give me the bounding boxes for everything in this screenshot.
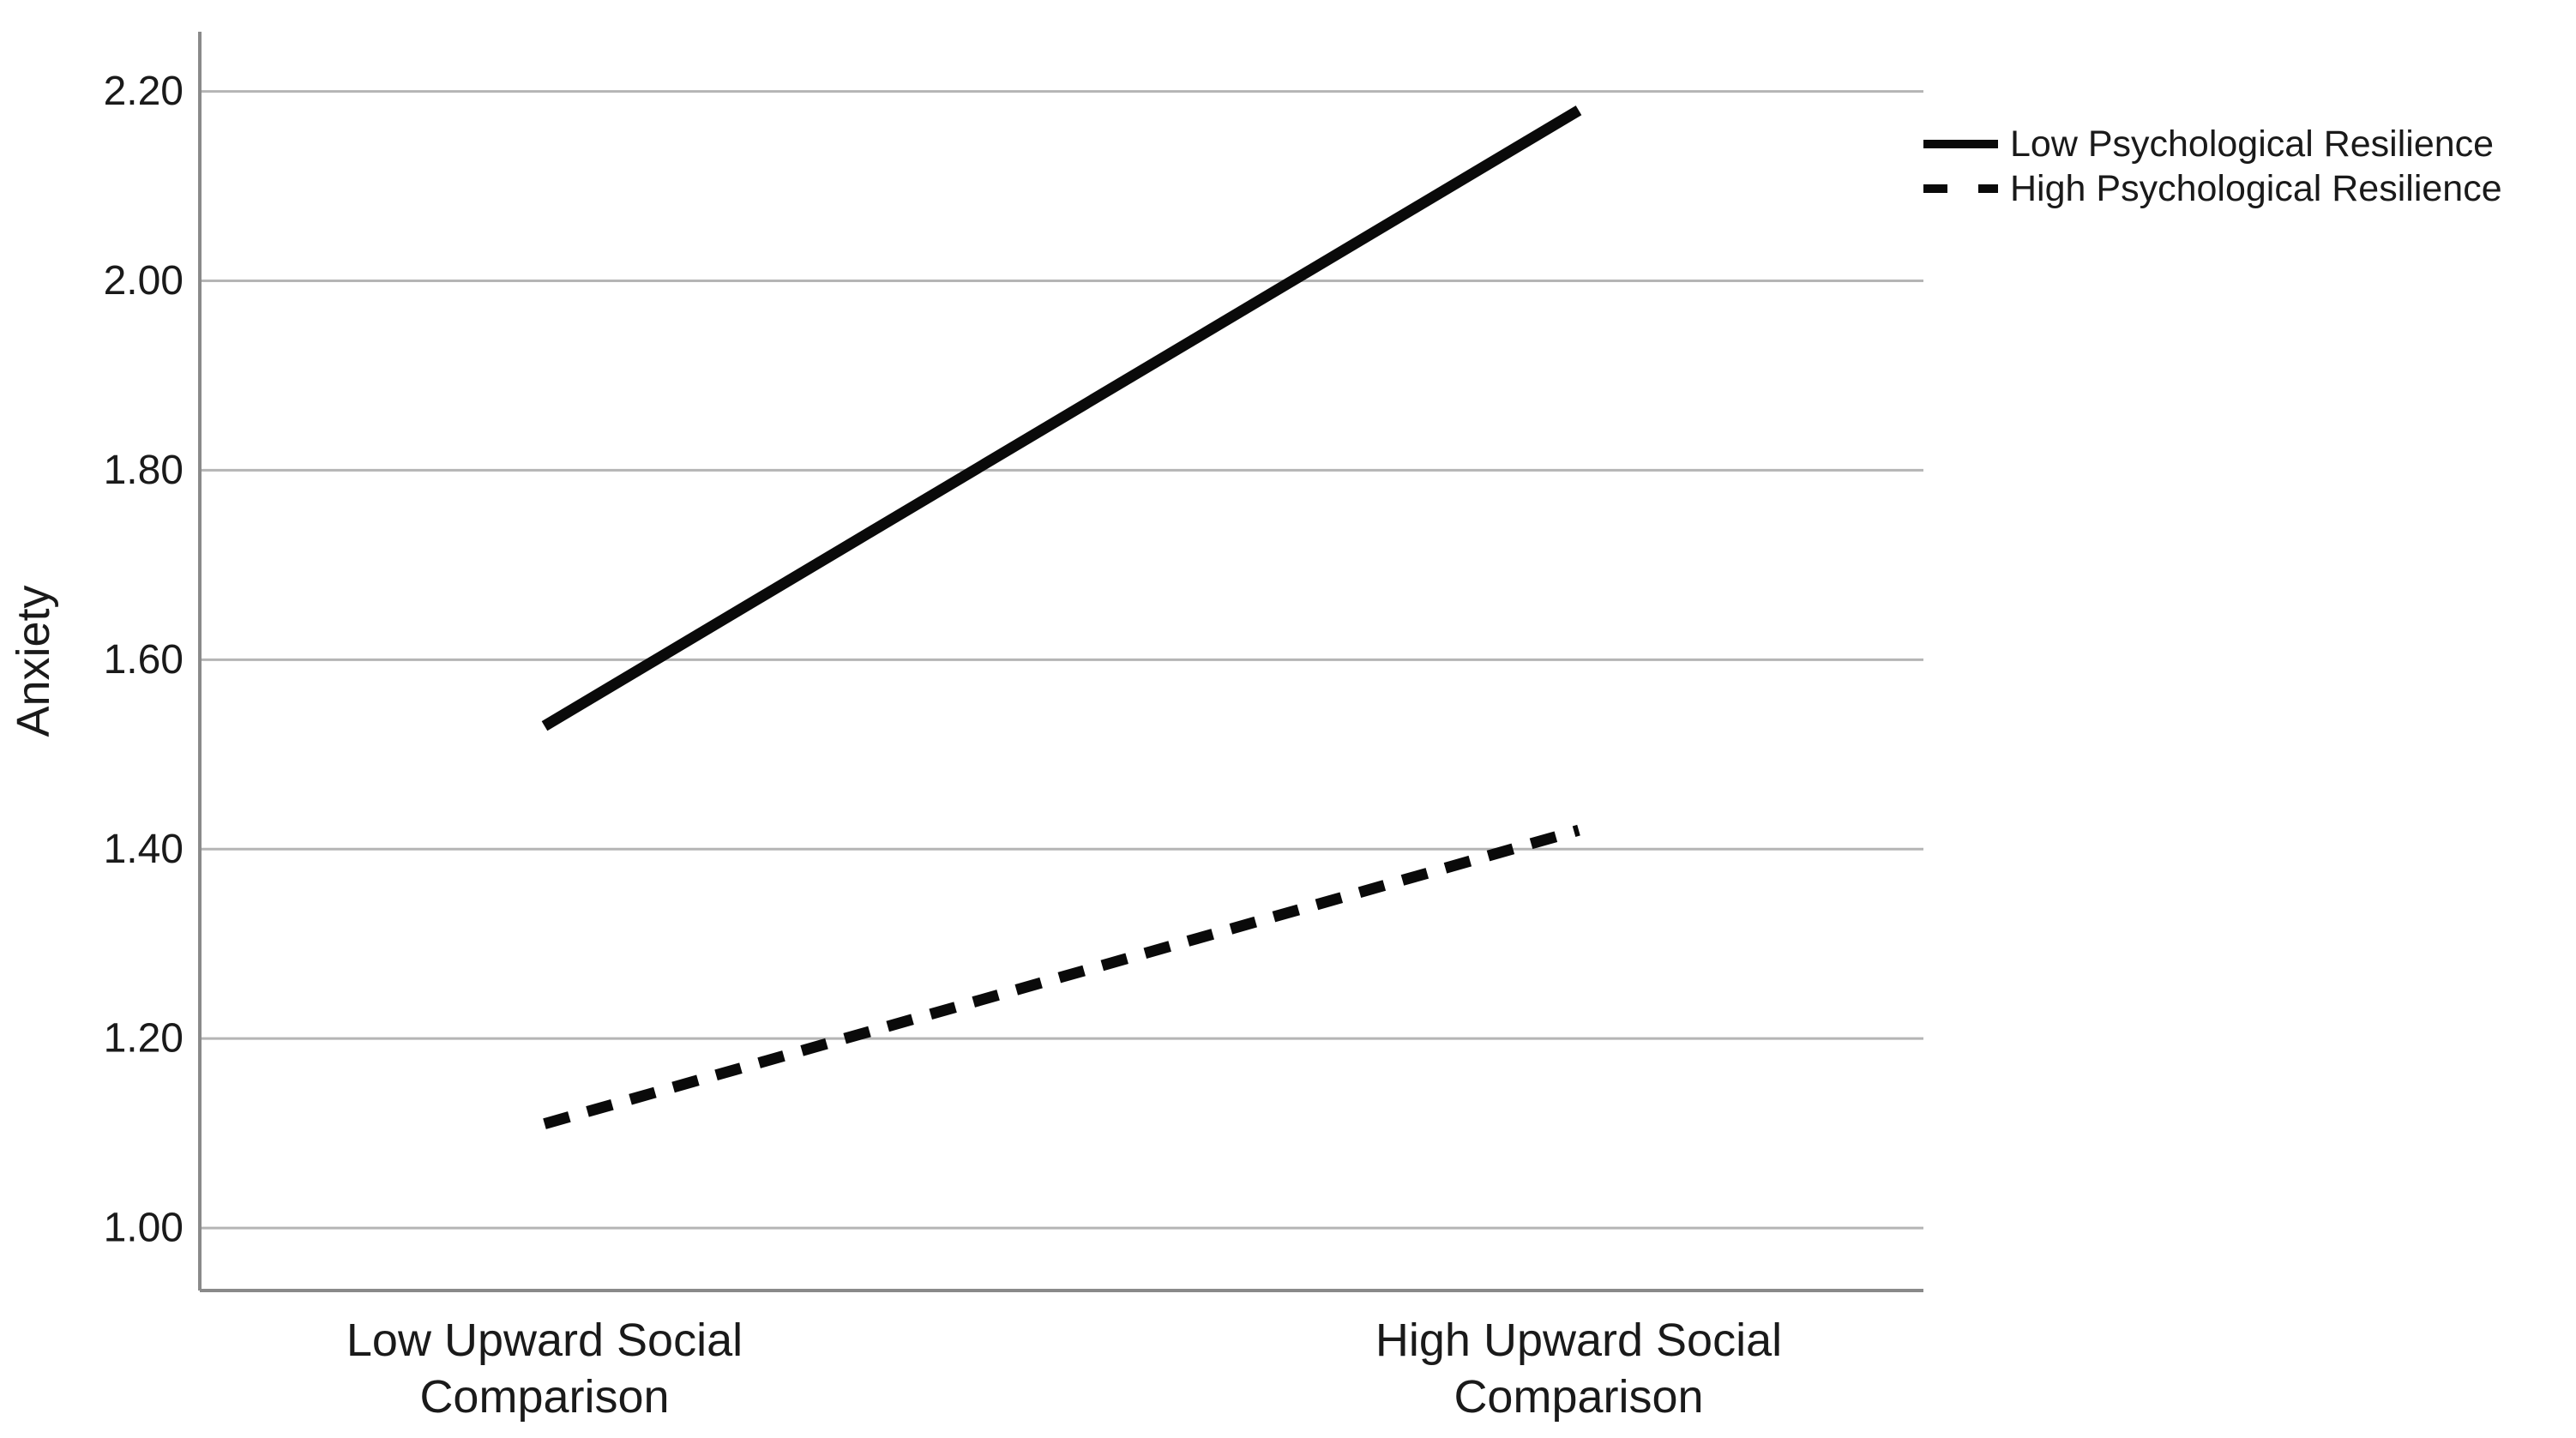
x-category-label-1-line-0: High Upward Social — [1375, 1315, 1782, 1366]
y-tick-label-1.60: 1.60 — [104, 637, 184, 683]
y-tick-label-2.00: 2.00 — [104, 258, 184, 304]
x-category-label-1-line-1: Comparison — [1454, 1371, 1703, 1423]
y-tick-label-1.40: 1.40 — [104, 827, 184, 872]
x-category-label-0-line-0: Low Upward Social — [346, 1315, 743, 1366]
y-axis-title: Anxiety — [8, 585, 59, 737]
series-line-high-psychological-resilience — [543, 824, 1580, 1129]
y-tick-label-2.20: 2.20 — [104, 69, 184, 114]
x-category-label-0-line-1: Comparison — [419, 1371, 669, 1423]
legend-label-dashed: High Psychological Resilience — [2010, 168, 2502, 209]
legend-label-solid: Low Psychological Resilience — [2010, 123, 2494, 165]
series-lines-group — [541, 105, 1582, 1129]
y-tick-label-1.80: 1.80 — [104, 448, 184, 493]
axes-group — [198, 32, 1923, 1292]
y-tick-labels-group: 1.00 1.20 1.40 1.60 1.80 2.00 2.20 — [104, 69, 184, 1251]
series-line-low-psychological-resilience — [541, 105, 1582, 731]
gridlines-group — [200, 90, 1923, 1230]
y-tick-label-1.00: 1.00 — [104, 1206, 184, 1251]
y-tick-label-1.20: 1.20 — [104, 1016, 184, 1062]
